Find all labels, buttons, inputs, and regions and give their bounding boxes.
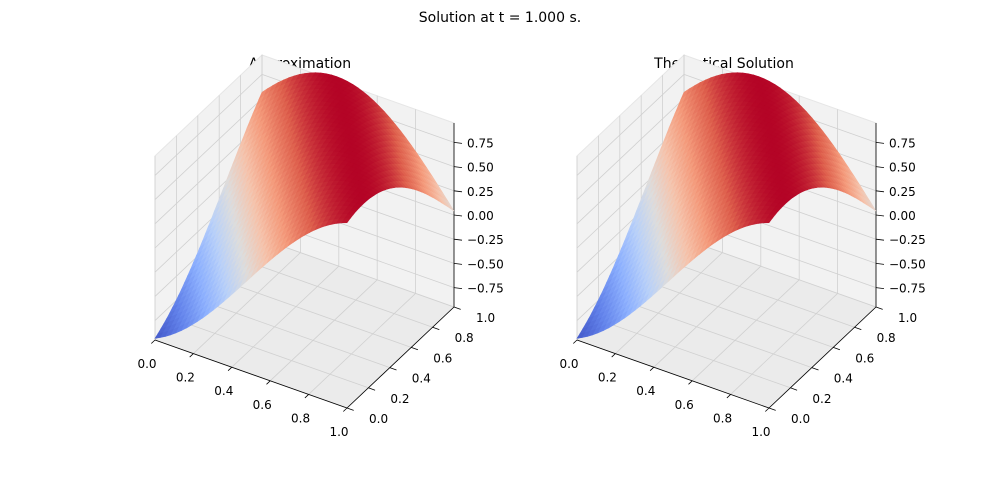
y-tick [389, 367, 397, 371]
z-tick-label: −0.50 [467, 257, 504, 271]
y-tick [811, 367, 819, 371]
z-tick [875, 214, 885, 217]
x-tick [573, 339, 578, 344]
z-tick-label: 0.75 [467, 136, 494, 150]
y-tick-label: 0.4 [834, 372, 853, 386]
y-tick-label: 0.6 [433, 351, 452, 365]
panel-approximation: Approximation0.00.20.40.60.81.00.00.20.4… [137, 53, 504, 439]
z-tick-label: −0.50 [889, 257, 926, 271]
x-tick-label: 0.2 [176, 371, 195, 385]
z-tick [875, 287, 885, 289]
z-tick-label: 0.50 [889, 161, 916, 175]
surface [576, 72, 877, 339]
y-tick-label: 0.2 [390, 392, 409, 406]
z-tick [875, 166, 885, 168]
x-tick [611, 353, 616, 358]
z-tick [453, 287, 463, 289]
suptitle: Solution at t = 1.000 s. [419, 10, 581, 26]
x-tick-label: 0.0 [559, 357, 578, 371]
x-tick-label: 0.4 [214, 384, 233, 398]
x-tick [726, 394, 731, 399]
x-tick-label: 0.0 [137, 357, 156, 371]
x-tick [649, 366, 655, 371]
x-tick [343, 407, 348, 412]
x-tick-label: 0.4 [636, 384, 655, 398]
x-tick [765, 407, 770, 412]
y-tick [875, 306, 883, 310]
y-tick [411, 347, 419, 351]
z-tick [453, 263, 463, 265]
z-tick-label: 0.50 [467, 161, 494, 175]
x-axis-line [576, 339, 770, 409]
surface-patch [341, 218, 351, 224]
z-tick [875, 142, 885, 144]
z-tick [875, 238, 885, 241]
y-tick-label: 0.6 [855, 351, 874, 365]
y-tick-label: 1.0 [898, 311, 917, 325]
surface-patch [763, 218, 773, 224]
x-tick [151, 339, 156, 344]
x-tick-label: 0.2 [598, 371, 617, 385]
z-tick [453, 238, 463, 241]
x-tick-label: 1.0 [751, 425, 770, 439]
y-tick [854, 326, 862, 330]
z-tick [453, 142, 463, 144]
y-tick [346, 407, 354, 411]
y-tick [768, 407, 776, 411]
x-tick-label: 0.8 [713, 411, 732, 425]
y-axis-line [768, 306, 877, 409]
x-tick [227, 366, 233, 371]
x-tick [266, 380, 271, 385]
y-tick-label: 0.0 [791, 412, 810, 426]
z-tick-label: 0.00 [467, 209, 494, 223]
z-tick [875, 190, 885, 193]
x-tick-label: 1.0 [329, 425, 348, 439]
y-tick [790, 387, 798, 391]
y-tick-label: 1.0 [476, 311, 495, 325]
z-tick-label: −0.75 [467, 282, 504, 296]
x-axis-line [154, 339, 348, 409]
x-tick-label: 0.8 [291, 411, 310, 425]
y-tick [833, 347, 841, 351]
y-tick-label: 0.0 [369, 412, 388, 426]
x-tick [688, 380, 693, 385]
x-tick [304, 394, 309, 399]
y-tick-label: 0.8 [877, 331, 896, 345]
z-tick [453, 166, 463, 168]
z-tick-label: 0.25 [889, 185, 916, 199]
y-tick [368, 387, 376, 391]
z-tick-label: −0.25 [889, 233, 926, 247]
panel-theoretical-solution: Theoretical Solution0.00.20.40.60.81.00.… [559, 53, 926, 439]
z-tick-label: −0.75 [889, 282, 926, 296]
x-tick-label: 0.6 [675, 398, 694, 412]
z-tick-label: 0.00 [889, 209, 916, 223]
y-tick-label: 0.2 [812, 392, 831, 406]
z-tick [453, 214, 463, 217]
x-tick [189, 353, 194, 358]
z-tick-label: 0.25 [467, 185, 494, 199]
z-tick-label: 0.75 [889, 136, 916, 150]
y-tick-label: 0.8 [455, 331, 474, 345]
y-tick-label: 0.4 [412, 372, 431, 386]
z-tick [453, 190, 463, 193]
y-axis-line [346, 306, 455, 409]
z-tick-label: −0.25 [467, 233, 504, 247]
surface [154, 72, 455, 339]
x-tick-label: 0.6 [253, 398, 272, 412]
z-tick [875, 263, 885, 265]
y-tick [432, 326, 440, 330]
y-tick [453, 306, 461, 310]
